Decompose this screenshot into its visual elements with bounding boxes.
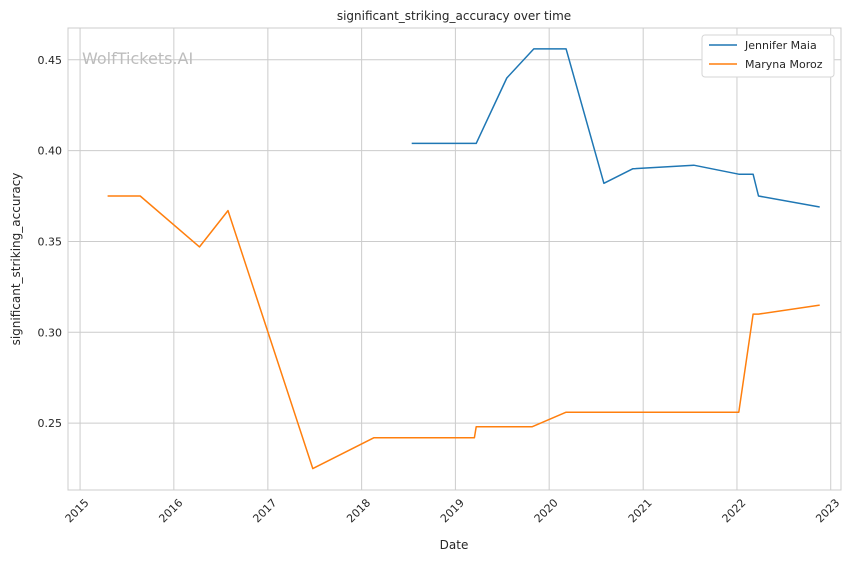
y-tick-label: 0.25 [38, 417, 63, 430]
chart-title: significant_striking_accuracy over time [337, 9, 571, 23]
y-tick-label: 0.45 [38, 54, 63, 67]
plot-frame [67, 27, 842, 491]
y-axis-title: significant_striking_accuracy [9, 173, 23, 346]
plot-area [68, 28, 841, 490]
x-axis-title: Date [440, 538, 469, 552]
series-line-jennifer-maia [411, 48, 820, 208]
legend-label-jennifer-maia: Jennifer Maia [744, 39, 817, 52]
legend: Jennifer Maia Maryna Moroz [701, 34, 835, 78]
y-tick-label: 0.40 [38, 145, 63, 158]
series-line-maryna-moroz [107, 195, 820, 470]
y-tick-label: 0.30 [38, 326, 63, 339]
legend-label-maryna-moroz: Maryna Moroz [745, 58, 823, 71]
grid-lines [68, 28, 841, 490]
y-tick-labels: 0.25 0.30 0.35 0.40 0.45 [38, 54, 63, 430]
series-layer [107, 48, 820, 470]
watermark: WolfTickets.AI [82, 49, 193, 68]
y-tick-label: 0.35 [38, 235, 63, 248]
